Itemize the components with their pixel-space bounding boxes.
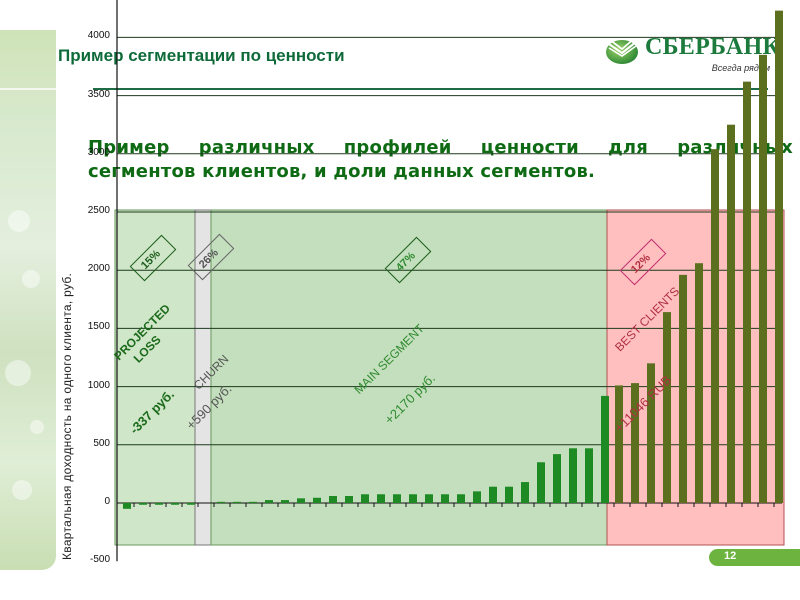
bar-main-segment — [329, 496, 337, 503]
title-divider — [93, 88, 768, 90]
y-tick-label: 1500 — [87, 321, 110, 333]
logo-tagline: Всегда рядом — [711, 63, 770, 73]
bar-main-segment — [569, 448, 577, 503]
bar-best-clients — [743, 81, 751, 503]
bar-main-segment — [377, 494, 385, 503]
bar-main-segment — [409, 494, 417, 503]
slide-subtitle: Пример различных профилей ценности для р… — [88, 136, 793, 184]
share-churn-box — [187, 233, 235, 281]
y-tick-label: 2500 — [87, 205, 110, 216]
bar-main-segment — [553, 454, 561, 503]
bar-main-segment — [313, 497, 321, 503]
decorative-leaf-strip — [0, 30, 56, 570]
bar-best-clients — [695, 263, 703, 503]
y-tick-label: 0 — [104, 496, 110, 507]
segment-projected-loss-band — [114, 209, 196, 546]
bar-main-segment — [425, 494, 433, 503]
bar-best-clients — [663, 312, 671, 503]
bar-projected-loss — [123, 503, 131, 509]
bar-main-segment — [601, 395, 609, 503]
bar-best-clients — [647, 363, 655, 503]
bar-best-clients — [615, 385, 623, 503]
y-tick-label: 3500 — [87, 88, 110, 100]
y-tick-label: 3000 — [87, 146, 110, 158]
bar-main-segment — [217, 501, 225, 503]
bar-best-clients — [727, 124, 735, 503]
y-tick-label: 1000 — [87, 379, 110, 391]
sberbank-logo-icon — [606, 37, 638, 64]
bar-main-segment — [585, 448, 593, 503]
y-tick-label: -500 — [89, 554, 110, 566]
bar-projected-loss — [171, 503, 179, 505]
bar-main-segment — [457, 494, 465, 503]
y-tick-label: 500 — [93, 437, 110, 449]
bar-best-clients — [759, 54, 767, 504]
bar-main-segment — [393, 494, 401, 503]
bar-main-segment — [345, 496, 353, 503]
slide-title: Пример сегментации по ценности — [58, 46, 345, 65]
y-tick-label: 2000 — [87, 263, 110, 275]
bar-main-segment — [233, 501, 241, 503]
bar-main-segment — [297, 498, 305, 503]
bar-best-clients — [631, 383, 639, 503]
share-projected-loss-box — [129, 234, 177, 282]
bar-main-segment — [265, 500, 273, 503]
bar-best-clients — [775, 10, 783, 504]
bar-main-segment — [505, 486, 513, 503]
page-number: 12 — [724, 550, 737, 562]
bar-main-segment — [249, 501, 257, 503]
bar-main-segment — [521, 482, 529, 503]
subtitle-line-2: сегментов клиентов, и доли данных сегмен… — [88, 161, 596, 182]
bar-main-segment — [441, 494, 449, 503]
bar-best-clients — [679, 274, 687, 503]
bar-main-segment — [361, 494, 369, 503]
bar-projected-loss — [139, 503, 147, 505]
sberbank-logo: СБЕРБАНК Всегда рядом — [605, 33, 780, 78]
bar-projected-loss — [155, 503, 163, 505]
bar-main-segment — [281, 500, 289, 503]
bar-best-clients — [711, 149, 719, 504]
bar-projected-loss — [187, 503, 195, 505]
logo-name: СБЕРБАНК — [645, 34, 781, 60]
share-best-clients-box — [619, 238, 667, 286]
bar-main-segment — [489, 486, 497, 503]
page-number-badge — [709, 549, 800, 566]
bar-main-segment — [473, 491, 481, 503]
subtitle-line-1: Пример различных профилей ценности для р… — [88, 137, 793, 158]
bar-main-segment — [537, 462, 545, 503]
y-tick-label: 4000 — [87, 30, 110, 42]
share-main-segment-box — [384, 236, 432, 284]
